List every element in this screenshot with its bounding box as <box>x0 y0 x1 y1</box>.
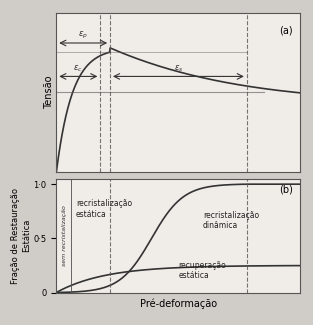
Y-axis label: Fração de Restauração
Estática: Fração de Restauração Estática <box>11 188 31 284</box>
Text: sem recristalização: sem recristalização <box>62 205 67 266</box>
Text: (b): (b) <box>279 185 293 194</box>
Text: $\varepsilon_p$: $\varepsilon_p$ <box>78 30 88 41</box>
Text: recristalização
estática: recristalização estática <box>76 199 132 219</box>
Text: (a): (a) <box>280 26 293 36</box>
Y-axis label: Tensão: Tensão <box>44 76 54 110</box>
Text: $\varepsilon_s$: $\varepsilon_s$ <box>174 64 183 74</box>
X-axis label: Pré-deformação: Pré-deformação <box>140 298 217 308</box>
Text: recristalização
dinâmica: recristalização dinâmica <box>203 211 259 230</box>
Text: recuperação
estática: recuperação estática <box>178 261 226 280</box>
Text: $\varepsilon_c$: $\varepsilon_c$ <box>74 64 83 74</box>
